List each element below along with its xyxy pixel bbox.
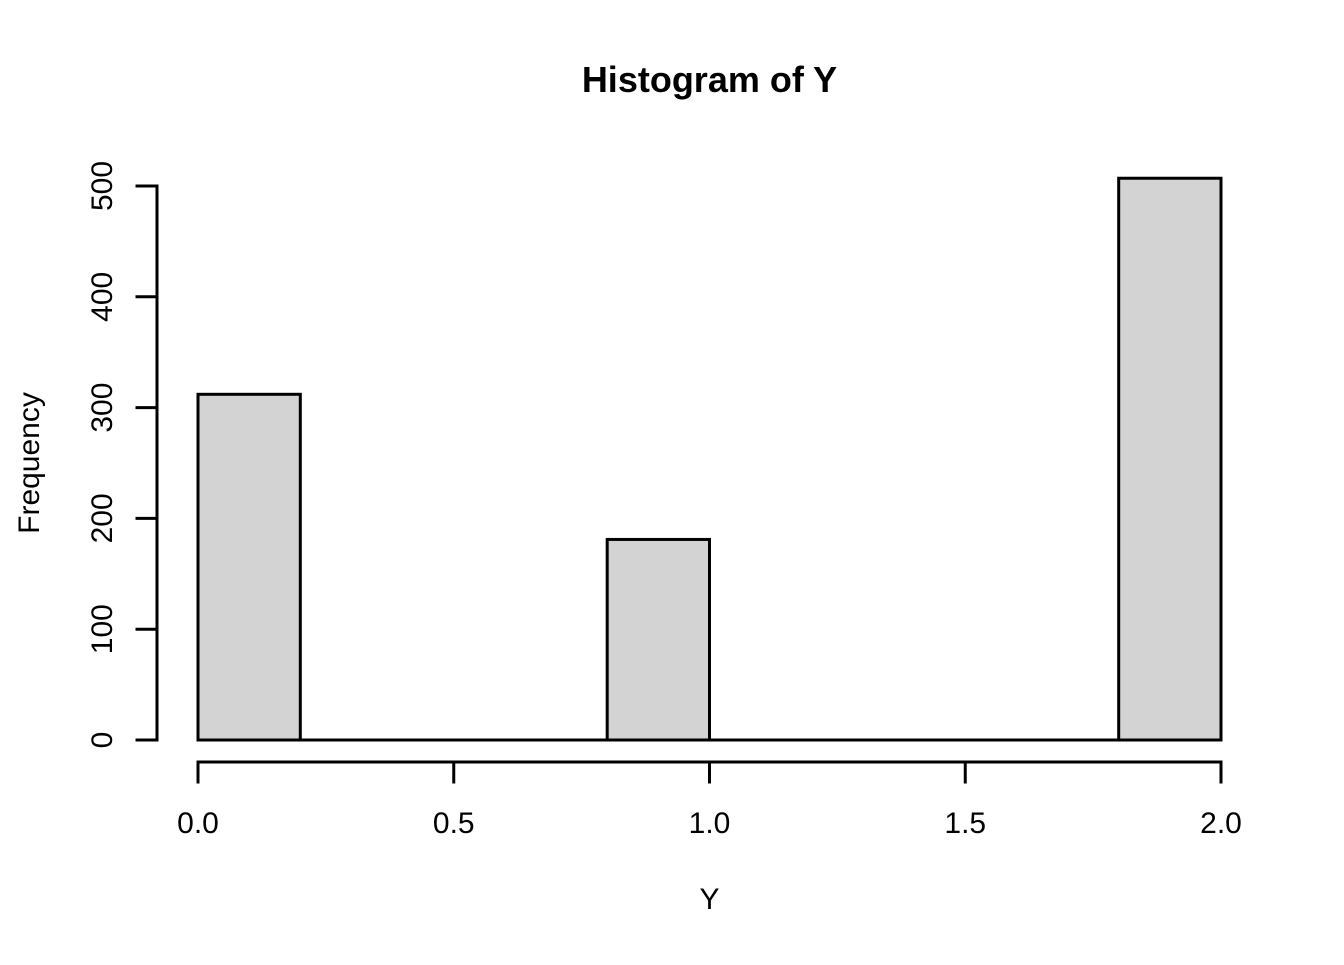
y-tick-label: 200 <box>86 493 119 543</box>
y-axis-label: Frequency <box>13 392 46 534</box>
histogram-bars <box>196 176 1223 742</box>
y-tick-label: 0 <box>86 732 119 749</box>
x-axis: 0.0 0.5 1.0 1.5 2.0 <box>177 760 1242 840</box>
histogram-bar <box>1117 176 1223 742</box>
y-axis: 0 100 200 300 400 500 <box>86 161 159 749</box>
histogram-bar <box>196 392 302 742</box>
histogram-bar <box>605 537 712 742</box>
chart-title: Histogram of Y <box>582 59 837 100</box>
x-axis-label: Y <box>699 883 719 916</box>
x-tick-label: 1.5 <box>944 807 986 840</box>
y-tick-label: 100 <box>86 604 119 654</box>
x-tick-label: 1.0 <box>689 807 731 840</box>
x-tick-label: 0.5 <box>433 807 475 840</box>
x-tick-label: 2.0 <box>1200 807 1242 840</box>
y-tick-label: 500 <box>86 161 119 211</box>
y-tick-label: 400 <box>86 272 119 322</box>
x-tick-label: 0.0 <box>177 807 219 840</box>
y-tick-label: 300 <box>86 383 119 433</box>
